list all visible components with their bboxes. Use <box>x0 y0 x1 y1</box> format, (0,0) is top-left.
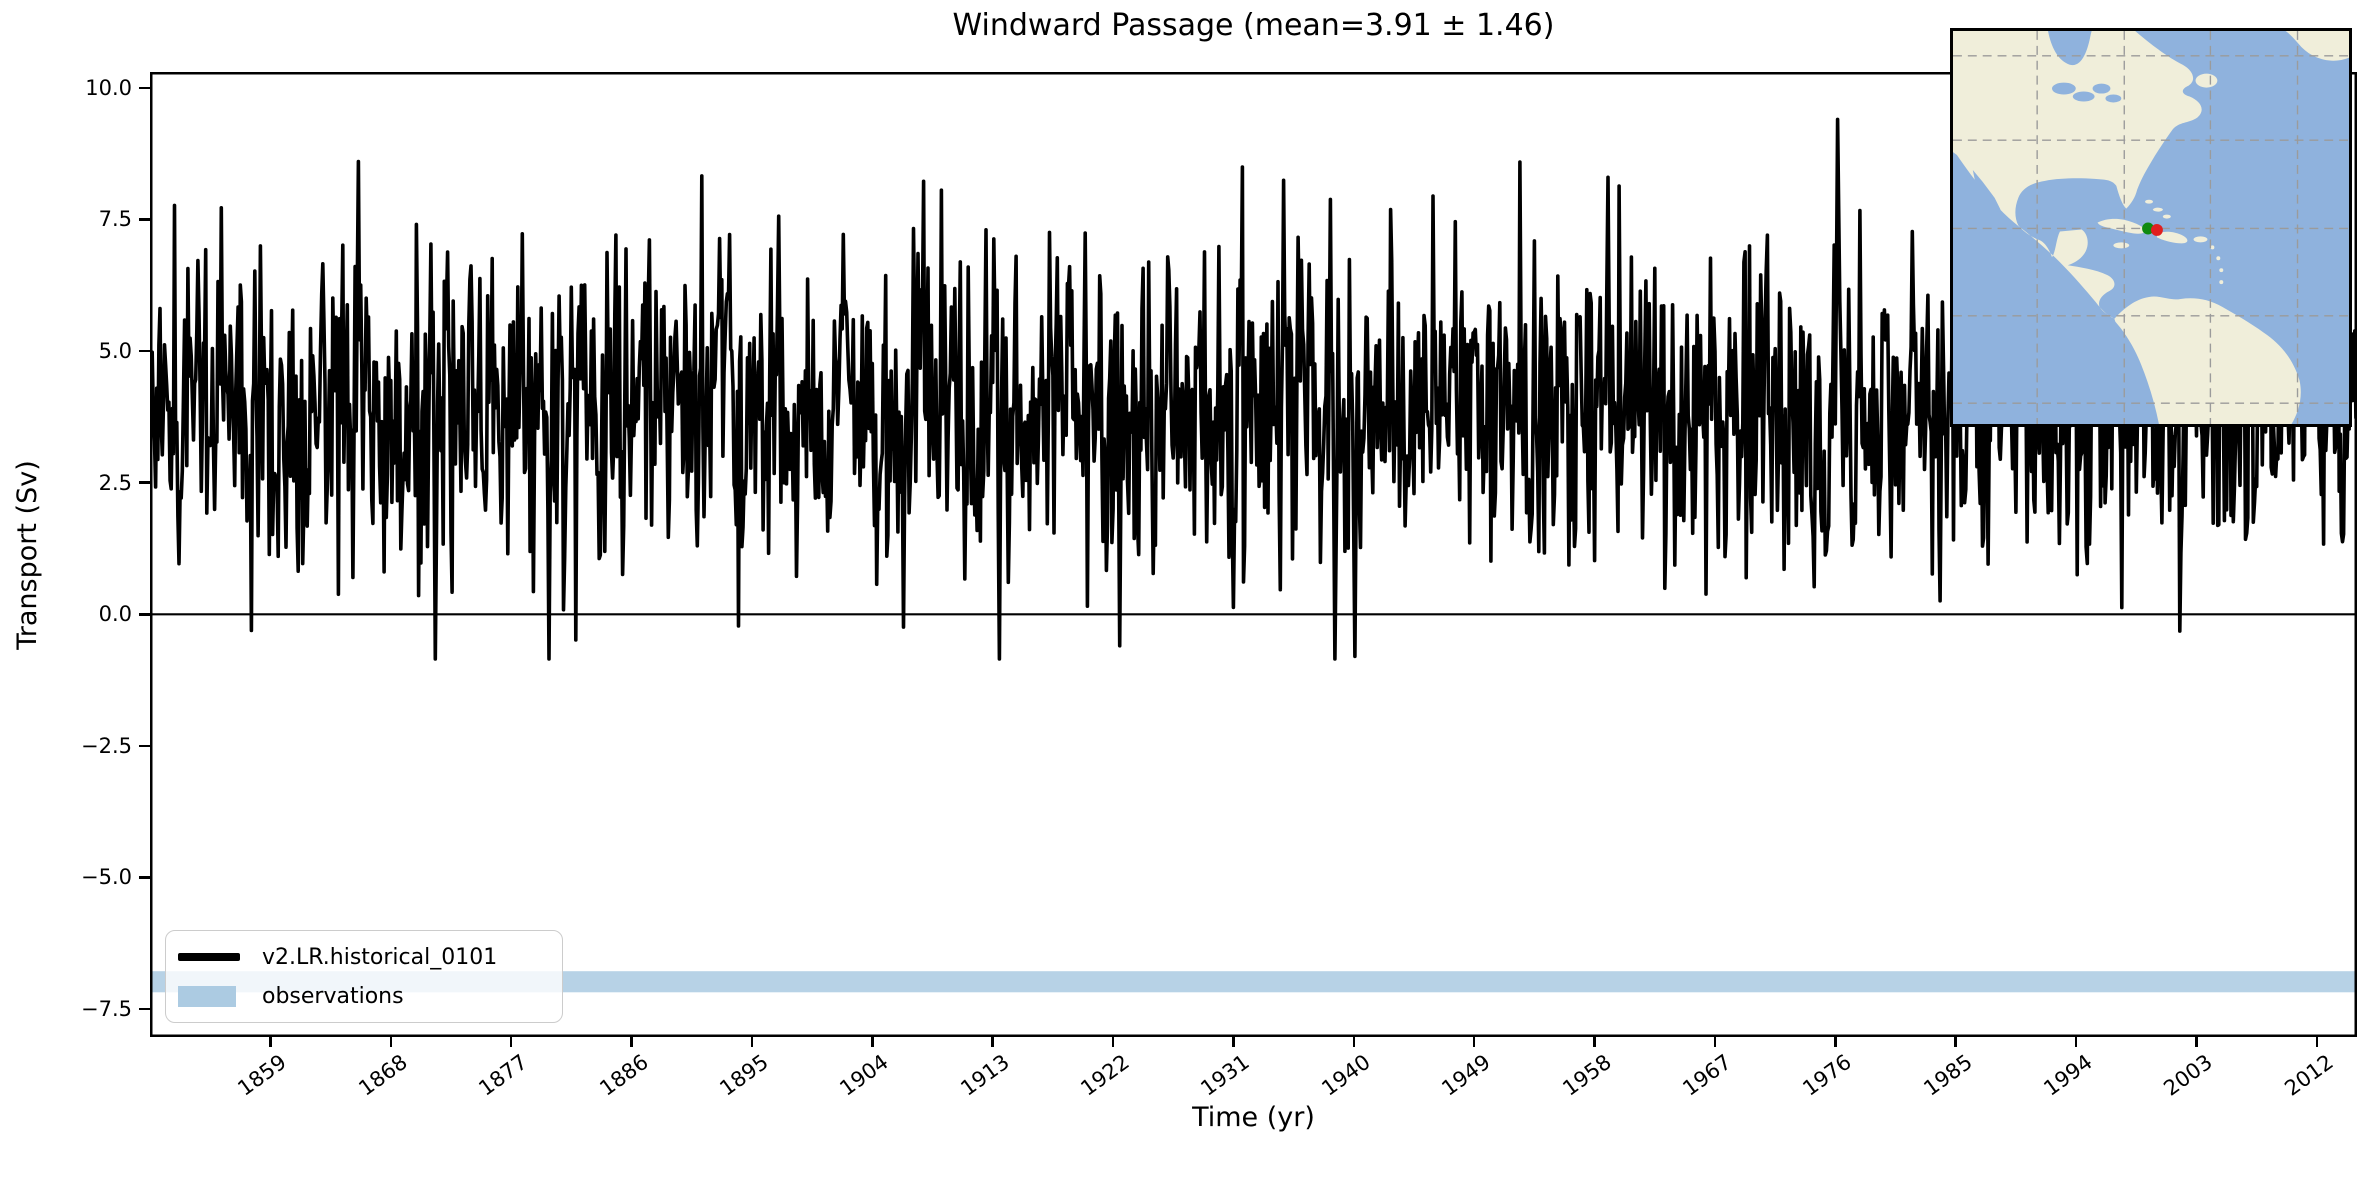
legend-line-swatch <box>178 953 240 961</box>
map-land-jamaica <box>2113 242 2130 249</box>
x-tick-mark <box>1111 1037 1115 1047</box>
map-gulf-of-california <box>1972 169 2001 212</box>
x-tick-mark <box>1472 1037 1476 1047</box>
x-axis-label: Time (yr) <box>1192 1102 1315 1133</box>
y-tick-label: 5.0 <box>98 339 132 364</box>
x-tick-mark <box>1954 1037 1957 1047</box>
y-tick-mark <box>139 481 150 484</box>
map-land-antilles <box>2216 256 2221 261</box>
x-tick-mark <box>2195 1037 2198 1047</box>
legend-label-model: v2.LR.historical_0101 <box>262 944 498 970</box>
inset-map <box>1950 28 2352 427</box>
y-tick-mark <box>139 613 150 616</box>
y-tick-label: 7.5 <box>98 207 132 232</box>
x-tick-mark <box>991 1037 994 1047</box>
map-land-greenland <box>2285 31 2349 61</box>
x-tick-mark <box>2315 1037 2319 1047</box>
x-tick-mark <box>1713 1037 1717 1047</box>
plot-area <box>150 72 2357 1037</box>
x-tick-mark <box>509 1037 513 1047</box>
map-land-antilles <box>2219 268 2224 273</box>
map-land-puerto-rico <box>2193 236 2208 243</box>
map-marker-model <box>2142 222 2154 235</box>
y-tick-mark <box>139 349 150 353</box>
y-tick-mark <box>139 218 150 221</box>
map-svg <box>1953 31 2349 424</box>
timeseries-plot <box>150 72 2357 1037</box>
legend-item-observations: observations <box>178 979 548 1013</box>
x-tick-mark <box>2074 1037 2078 1047</box>
map-land-south-america <box>2114 296 2301 424</box>
map-land-hispaniola <box>2156 231 2188 244</box>
x-tick-mark <box>871 1037 874 1047</box>
chart-title: Windward Passage (mean=3.91 ± 1.46) <box>952 8 1555 43</box>
map-land-bahamas <box>2145 199 2153 204</box>
map-landmasses <box>1953 31 2349 424</box>
legend-item-model: v2.LR.historical_0101 <box>178 940 548 974</box>
map-marker-observed <box>2151 224 2163 236</box>
y-tick-mark <box>139 876 150 879</box>
y-tick-label: 10.0 <box>85 75 132 100</box>
y-tick-label: −2.5 <box>81 733 132 758</box>
x-tick-mark <box>750 1037 754 1047</box>
observations-band <box>150 971 2357 993</box>
legend: v2.LR.historical_0101 observations <box>165 930 563 1023</box>
y-axis-label: Transport (Sv) <box>12 460 43 650</box>
x-tick-mark <box>1352 1037 1356 1047</box>
legend-patch-swatch <box>178 985 236 1007</box>
map-land-antilles <box>2210 245 2215 250</box>
map-land-newfoundland <box>2195 73 2218 88</box>
legend-label-observations: observations <box>262 983 404 1009</box>
x-tick-mark <box>1232 1037 1235 1047</box>
y-tick-label: 0.0 <box>98 602 132 627</box>
y-tick-label: −5.0 <box>81 865 132 890</box>
model-transport-line <box>150 117 2357 661</box>
x-tick-mark <box>1834 1037 1837 1047</box>
axes-frame <box>150 72 2357 1037</box>
x-tick-mark <box>630 1037 633 1047</box>
map-land-antilles <box>2219 280 2224 285</box>
y-tick-mark <box>139 744 150 748</box>
y-tick-mark <box>139 86 150 90</box>
y-tick-label: 2.5 <box>98 470 132 495</box>
x-tick-mark <box>269 1037 272 1047</box>
map-land-cuba <box>2097 218 2145 234</box>
map-land-north-america <box>1953 31 2202 319</box>
y-tick-mark <box>139 1007 150 1011</box>
map-land-bahamas <box>2162 214 2171 219</box>
x-tick-mark <box>1593 1037 1596 1047</box>
x-tick-mark <box>389 1037 392 1047</box>
map-lakes <box>1972 82 2122 212</box>
y-tick-label: −7.5 <box>81 997 132 1022</box>
map-land-bahamas <box>2152 207 2163 212</box>
